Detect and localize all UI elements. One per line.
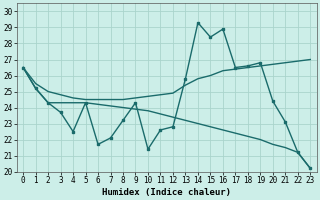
X-axis label: Humidex (Indice chaleur): Humidex (Indice chaleur) (102, 188, 231, 197)
